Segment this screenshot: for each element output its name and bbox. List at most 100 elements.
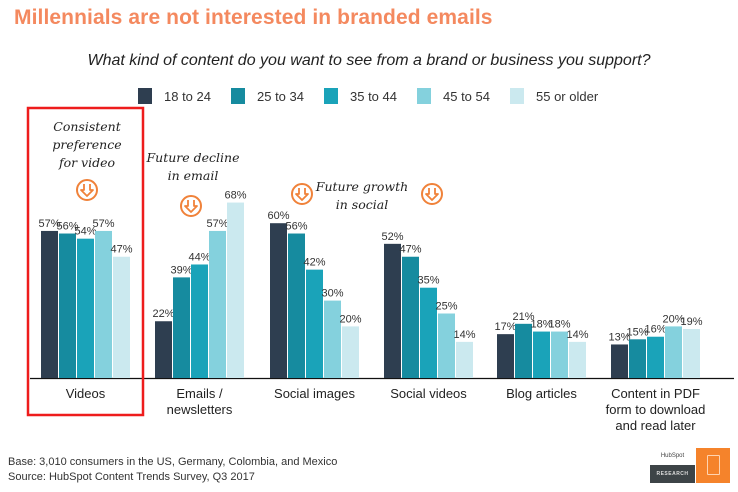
annotation-text: preference [52, 137, 121, 152]
bar [497, 334, 514, 378]
chart-question: What kind of content do you want to see … [87, 52, 651, 69]
legend-item: 25 to 34 [231, 88, 304, 104]
bar [113, 256, 130, 378]
data-label: 39% [170, 264, 192, 276]
bar [155, 321, 172, 378]
data-label: 47% [110, 244, 132, 256]
legend-label: 55 or older [536, 88, 599, 104]
data-label: 68% [224, 190, 246, 202]
data-label: 22% [152, 308, 174, 320]
bar [306, 269, 323, 378]
data-label: 56% [285, 221, 307, 233]
legend-swatch [324, 88, 338, 104]
data-label: 17% [494, 321, 516, 333]
bar [551, 331, 568, 378]
bar [324, 300, 341, 378]
data-label: 60% [267, 210, 289, 222]
bar [456, 341, 473, 378]
annotation-text: for video [58, 155, 115, 170]
down-arrow-glyph [80, 184, 94, 197]
bar-chart: 57%56%54%57%47%Videos22%39%44%57%68%Emai… [26, 106, 734, 433]
bar [611, 344, 628, 378]
hubspot-research-logo: HubSpot RESEARCH [650, 448, 730, 486]
data-label: 14% [453, 329, 475, 341]
bar [665, 326, 682, 378]
data-label: 54% [74, 226, 96, 238]
category-label: newsletters [167, 402, 233, 417]
data-label: 52% [381, 231, 403, 243]
bar [569, 341, 586, 378]
bar [41, 230, 58, 378]
legend-swatch [138, 88, 152, 104]
footer-source-note: Source: HubSpot Content Trends Survey, Q… [8, 471, 255, 483]
research-label: RESEARCH [650, 465, 695, 483]
bar [191, 264, 208, 378]
bar [683, 328, 700, 378]
bar [647, 336, 664, 378]
legend-label: 45 to 54 [443, 88, 490, 104]
data-label: 13% [608, 331, 630, 343]
data-label: 25% [435, 301, 457, 313]
annotation-text: in social [336, 197, 388, 212]
data-label: 42% [303, 257, 325, 269]
category-label: Emails / [176, 386, 223, 401]
bar [77, 238, 94, 378]
footer: Base: 3,010 consumers in the US, Germany… [8, 455, 337, 485]
category-label: Social videos [390, 386, 467, 401]
bar [533, 331, 550, 378]
legend-label: 18 to 24 [164, 88, 211, 104]
category-label: Social images [274, 386, 355, 401]
category-label: Videos [66, 386, 106, 401]
bar [515, 323, 532, 378]
category-label: Blog articles [506, 386, 577, 401]
bar [629, 339, 646, 378]
down-arrow-circle-icon [76, 179, 98, 201]
bar [384, 243, 401, 378]
down-arrow-circle-icon [291, 183, 313, 205]
annotation-text: Future growth [315, 179, 408, 194]
videos-highlight-box [26, 106, 145, 417]
data-label: 21% [512, 311, 534, 323]
data-label: 30% [321, 288, 343, 300]
data-label: 18% [530, 319, 552, 331]
annotation-text: in email [168, 168, 219, 183]
data-label: 35% [417, 275, 439, 287]
legend-label: 35 to 44 [350, 88, 397, 104]
data-label: 47% [399, 244, 421, 256]
bar [438, 313, 455, 378]
down-arrow-circle-icon [421, 183, 443, 205]
footer-base-note: Base: 3,010 consumers in the US, Germany… [8, 456, 338, 468]
down-arrow-glyph [184, 200, 198, 213]
legend-swatch [510, 88, 524, 104]
category-label: Content in PDF [611, 386, 700, 401]
annotation-text: Consistent [53, 119, 121, 134]
clipboard-icon [696, 448, 730, 483]
down-arrow-glyph [425, 188, 439, 201]
bar [173, 277, 190, 378]
legend-label: 25 to 34 [257, 88, 304, 104]
bar [402, 256, 419, 378]
bar [270, 223, 287, 378]
data-label: 57% [206, 218, 228, 230]
hubspot-wordmark: HubSpot [660, 453, 685, 459]
data-label: 14% [566, 329, 588, 341]
legend-item: 35 to 44 [324, 88, 397, 104]
data-label: 19% [680, 316, 702, 328]
data-label: 18% [548, 319, 570, 331]
data-label: 57% [92, 218, 114, 230]
legend: 18 to 24 25 to 34 35 to 44 45 to 54 55 o… [138, 88, 618, 104]
legend-item: 55 or older [510, 88, 598, 104]
data-label: 44% [188, 251, 210, 263]
data-label: 15% [626, 326, 648, 338]
data-label: 16% [644, 324, 666, 336]
legend-swatch [231, 88, 245, 104]
down-arrow-glyph [295, 188, 309, 201]
bar [209, 230, 226, 378]
legend-item: 45 to 54 [417, 88, 490, 104]
category-label: form to download [606, 402, 706, 417]
legend-item: 18 to 24 [138, 88, 211, 104]
bar [227, 202, 244, 378]
data-label: 56% [56, 221, 78, 233]
data-label: 57% [38, 218, 60, 230]
down-arrow-circle-icon [180, 195, 202, 217]
